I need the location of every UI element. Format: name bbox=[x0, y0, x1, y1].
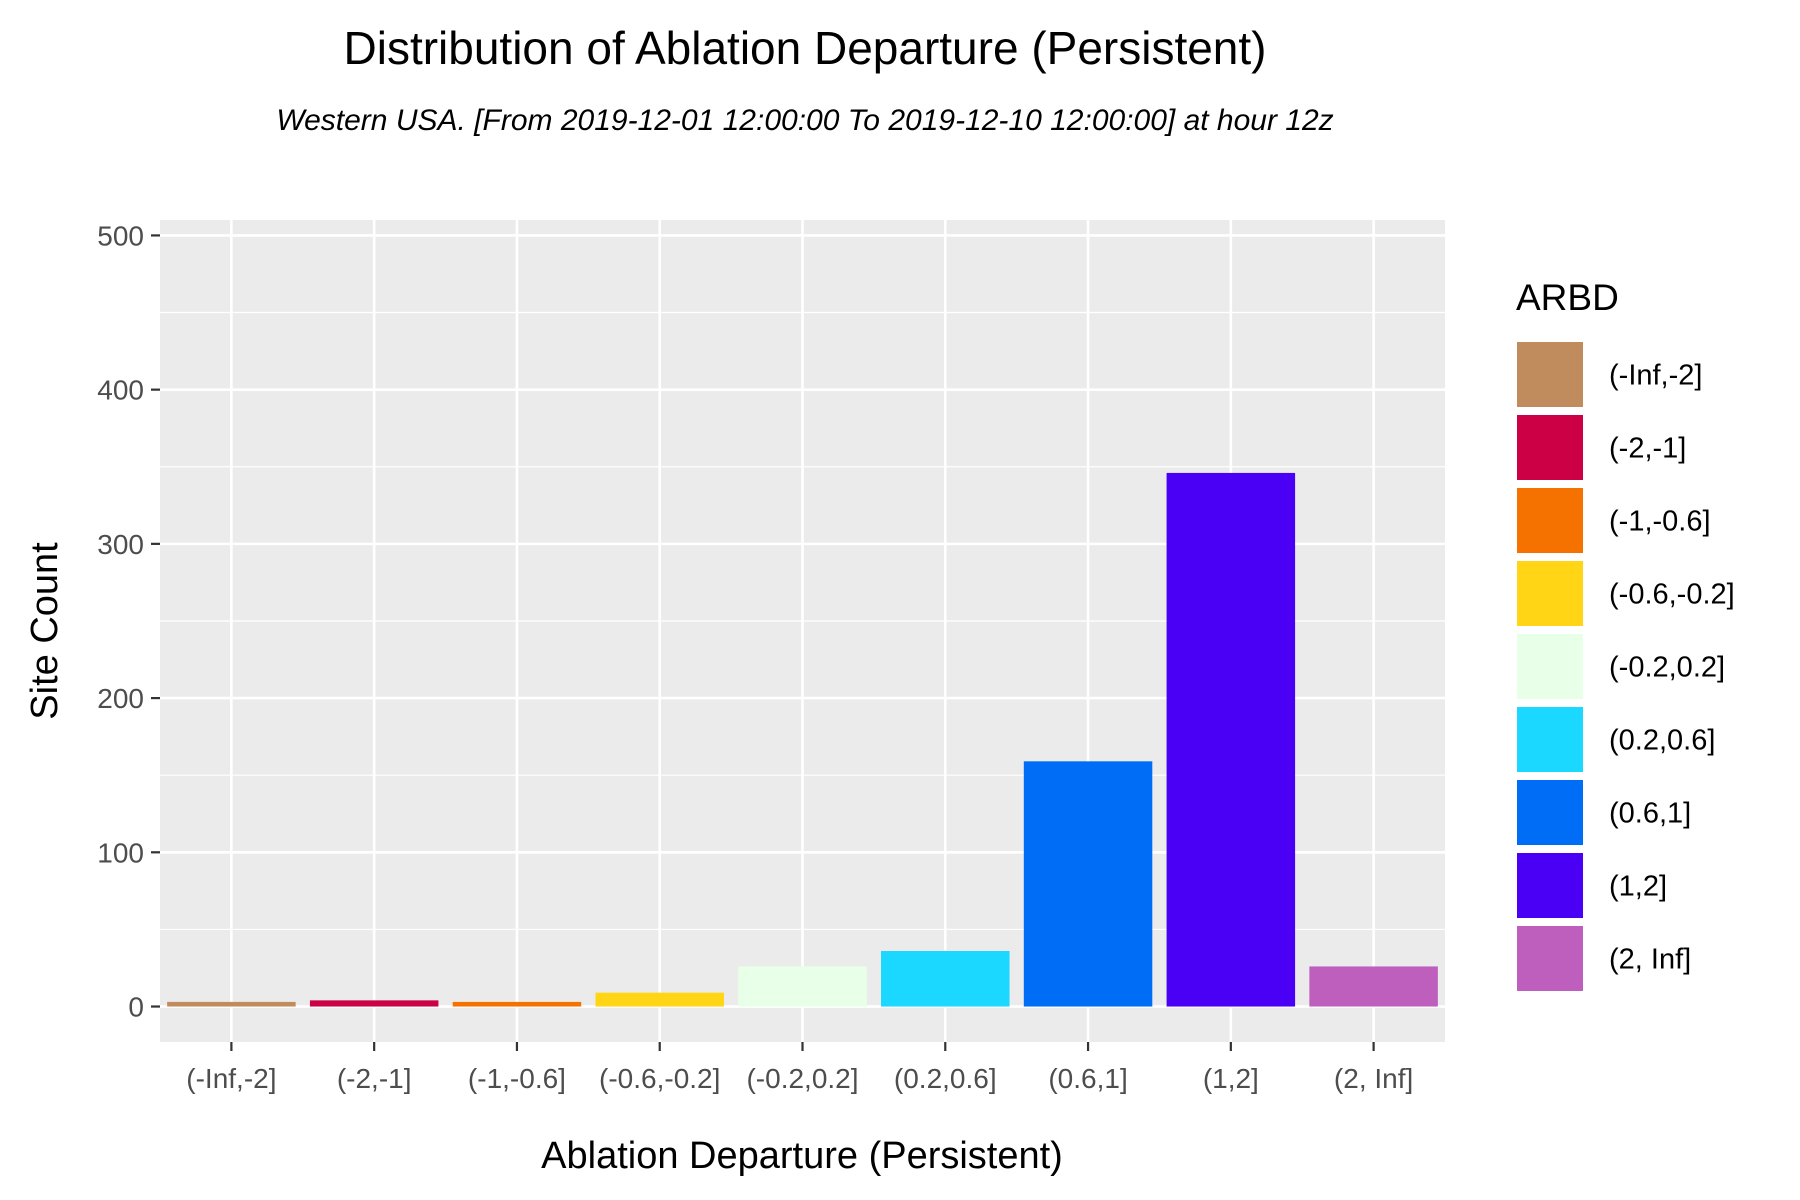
bar bbox=[309, 1000, 439, 1007]
legend-key bbox=[1515, 486, 1585, 555]
bar bbox=[167, 1001, 296, 1007]
legend-label: (0.2,0.6] bbox=[1609, 725, 1715, 757]
bar bbox=[881, 951, 1010, 1007]
y-tick-label: 300 bbox=[97, 529, 144, 560]
x-tick-label: (2, Inf] bbox=[1334, 1063, 1413, 1094]
x-tick-label: (0.6,1] bbox=[1048, 1063, 1127, 1094]
x-tick-label: (-2,-1] bbox=[337, 1063, 412, 1094]
legend-label: (0.6,1] bbox=[1609, 798, 1691, 830]
legend-key bbox=[1515, 340, 1585, 409]
y-tick-label: 200 bbox=[97, 683, 144, 714]
x-tick-label: (-0.6,-0.2] bbox=[599, 1063, 720, 1094]
chart-title: Distribution of Ablation Departure (Pers… bbox=[344, 22, 1267, 74]
y-tick-label: 0 bbox=[128, 992, 144, 1023]
legend: (-Inf,-2] (-2,-1] (-1,-0.6] (-0.6,-0.2] (-0.… bbox=[1515, 340, 1735, 993]
x-tick-label: (-1,-0.6] bbox=[468, 1063, 566, 1094]
bar bbox=[1023, 761, 1153, 1007]
legend-label: (-2,-1] bbox=[1609, 433, 1686, 465]
legend-key bbox=[1515, 413, 1585, 482]
x-tick-label: (1,2] bbox=[1203, 1063, 1259, 1094]
legend-key bbox=[1515, 924, 1585, 993]
x-axis: (-Inf,-2] (-2,-1] (-1,-0.6] (-0.6,-0.2] (-0.… bbox=[186, 1042, 1413, 1094]
y-tick-label: 500 bbox=[97, 220, 144, 251]
legend-label: (1,2] bbox=[1609, 871, 1667, 903]
legend-label: (-0.6,-0.2] bbox=[1609, 579, 1735, 611]
x-axis-title: Ablation Departure (Persistent) bbox=[541, 1135, 1063, 1177]
legend-label: (2, Inf] bbox=[1609, 944, 1691, 976]
bar bbox=[595, 992, 724, 1007]
y-axis-title: Site Count bbox=[24, 542, 66, 720]
bar bbox=[452, 1001, 582, 1007]
x-tick-label: (0.2,0.6] bbox=[894, 1063, 997, 1094]
bar bbox=[738, 966, 867, 1007]
x-tick-label: (-Inf,-2] bbox=[186, 1063, 276, 1094]
y-tick-label: 100 bbox=[97, 837, 144, 868]
bar bbox=[1309, 966, 1438, 1007]
legend-label: (-Inf,-2] bbox=[1609, 360, 1702, 392]
bars bbox=[167, 472, 1438, 1007]
bar bbox=[1166, 472, 1296, 1007]
chart-subtitle: Western USA. [From 2019-12-01 12:00:00 T… bbox=[276, 104, 1333, 137]
legend-label: (-1,-0.6] bbox=[1609, 506, 1711, 538]
y-tick-label: 400 bbox=[97, 375, 144, 406]
x-tick-label: (-0.2,0.2] bbox=[746, 1063, 858, 1094]
legend-label: (-0.2,0.2] bbox=[1609, 652, 1725, 684]
legend-key bbox=[1515, 851, 1585, 920]
legend-key bbox=[1515, 559, 1585, 628]
legend-key bbox=[1515, 632, 1585, 701]
legend-title: ARBD bbox=[1516, 277, 1619, 318]
y-axis: 0 100 200 300 400 500 bbox=[97, 220, 160, 1023]
legend-key bbox=[1515, 778, 1585, 847]
legend-key bbox=[1515, 705, 1585, 774]
